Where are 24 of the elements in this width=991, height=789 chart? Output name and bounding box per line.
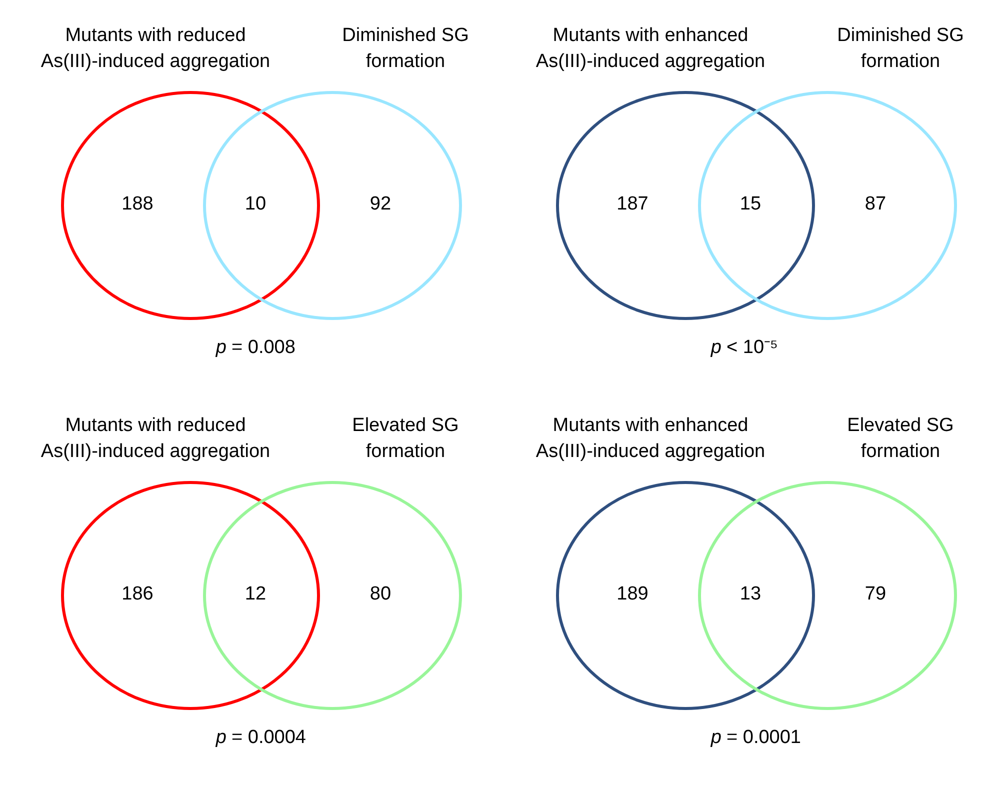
category-label: Elevated SG formation: [847, 415, 954, 462]
data-label: 15: [740, 194, 762, 214]
text: p = 0.0001: [710, 727, 801, 748]
data-label: 87: [864, 194, 886, 214]
data-label: 10: [244, 194, 266, 214]
data-label: 186: [122, 584, 154, 604]
category-label: Mutants with enhanced As(III)-induced aggregation: [536, 415, 766, 462]
data-label: 187: [616, 194, 648, 214]
data-label: 12: [244, 584, 266, 604]
category-label: Mutants with enhanced As(III)-induced aggregation: [536, 25, 766, 72]
text: p = 0.008: [214, 337, 296, 358]
data-label: 13: [740, 584, 762, 604]
data-label: 80: [370, 584, 392, 604]
category-label: Diminished SG formation: [342, 25, 469, 72]
data-label: 92: [370, 194, 392, 214]
text: p < 10⁻⁵: [710, 337, 778, 358]
category-label: Diminished SG formation: [837, 25, 964, 72]
category-label: Mutants with reduced As(III)-induced aggregation: [40, 25, 270, 72]
data-label: 188: [122, 194, 154, 214]
text: p = 0.0004: [214, 727, 306, 748]
data-label: 79: [864, 584, 886, 604]
data-label: 189: [616, 584, 648, 604]
category-label: Elevated SG formation: [352, 415, 459, 462]
category-label: Mutants with reduced As(III)-induced aggregation: [40, 415, 270, 462]
